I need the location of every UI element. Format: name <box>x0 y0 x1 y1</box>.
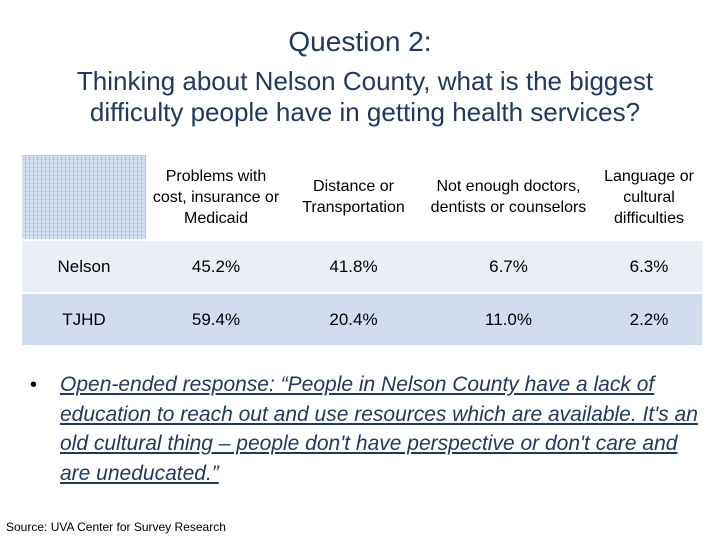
results-table: Problems with cost, insurance or Medicai… <box>22 155 702 345</box>
row-label: TJHD <box>22 292 146 345</box>
table-cell: 6.3% <box>596 239 702 293</box>
slide-title: Question 2: <box>288 26 432 57</box>
header-row: Problems with cost, insurance or Medicai… <box>22 155 702 240</box>
table-cell: 20.4% <box>286 292 421 345</box>
bullet-icon: • <box>30 374 38 396</box>
quote-bullet: • Open-ended response: “People in Nelson… <box>30 370 700 488</box>
row-label: Nelson <box>22 239 146 293</box>
table-cell: 41.8% <box>286 239 421 293</box>
corner-cell <box>22 155 146 240</box>
open-ended-quote: Open-ended response: “People in Nelson C… <box>60 373 698 485</box>
header-cost: Problems with cost, insurance or Medicai… <box>152 167 280 227</box>
table-cell: 11.0% <box>421 292 596 345</box>
source-note: Source: UVA Center for Survey Research <box>6 520 226 534</box>
table-cell: 2.2% <box>596 292 702 345</box>
table-cell: 45.2% <box>146 239 286 293</box>
table-row: Nelson 45.2% 41.8% 6.7% 6.3% <box>22 239 702 293</box>
header-distance: Distance or Transportation <box>302 178 405 216</box>
table-cell: 6.7% <box>421 239 596 293</box>
table-cell: 59.4% <box>146 292 286 345</box>
question-text: Thinking about Nelson County, what is th… <box>76 66 654 127</box>
table-row: TJHD 59.4% 20.4% 11.0% 2.2% <box>22 292 702 345</box>
header-language: Language or cultural difficulties <box>604 167 694 227</box>
header-doctors: Not enough doctors, dentists or counselo… <box>430 178 587 216</box>
